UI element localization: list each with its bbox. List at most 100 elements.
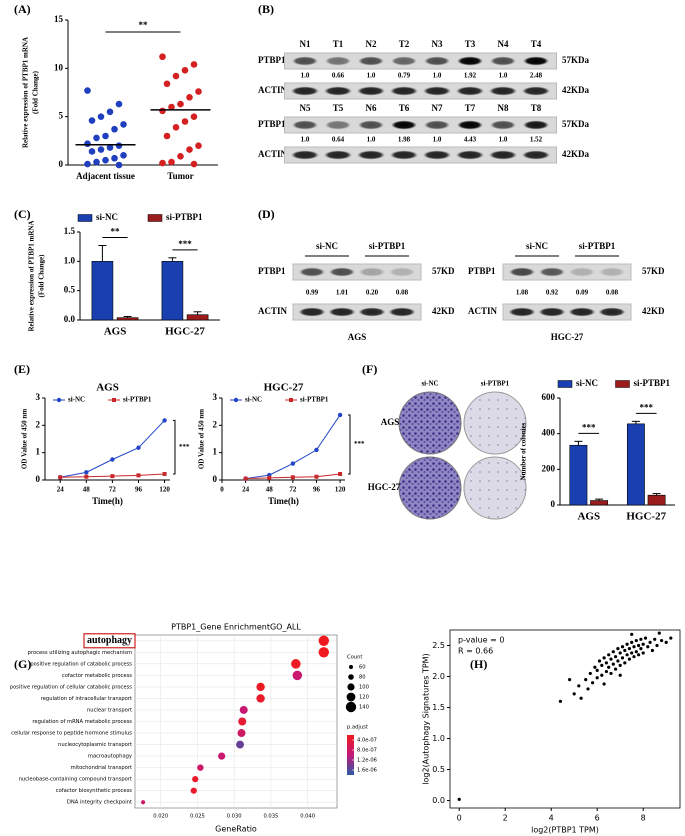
- chart-title: AGS: [96, 382, 119, 394]
- term-label: regulation of mRNA metabolic process: [32, 719, 132, 725]
- size-label: 57KDa: [562, 55, 590, 65]
- size-label: 57KD: [432, 266, 455, 276]
- term-label: positive regulation of cellular cataboli…: [10, 684, 133, 690]
- lane-label: N2: [366, 39, 377, 49]
- significance-bracket: [173, 419, 176, 475]
- y-tick-label: 0.5: [432, 765, 445, 774]
- significance-label: ***: [640, 402, 654, 412]
- annotation: p-value = 0: [458, 636, 504, 645]
- blot-strip: [502, 303, 632, 321]
- series-line: [60, 420, 165, 478]
- bar: [91, 261, 114, 321]
- blot-band: [490, 56, 516, 66]
- marker: [267, 475, 272, 480]
- cell-line-label: AGS: [348, 332, 367, 342]
- data-point: [657, 631, 661, 635]
- significance-label: **: [139, 20, 149, 30]
- y-axis-label: OD Value of 450 nm: [21, 409, 29, 469]
- data-point: [106, 144, 114, 151]
- annotation: R = 0.66: [458, 647, 493, 656]
- size-label: 42KDa: [562, 149, 590, 159]
- data-point: [620, 645, 625, 649]
- y-tick-label: 400: [542, 428, 556, 438]
- ratio-label: 0.09: [576, 289, 589, 297]
- bar: [161, 261, 184, 321]
- blot-band: [490, 120, 516, 130]
- data-point: [660, 638, 664, 643]
- data-point: [620, 656, 625, 660]
- size-legend-label: 80: [359, 675, 366, 681]
- blot-band: [324, 150, 352, 160]
- data-point: [102, 132, 109, 140]
- ratio-label: 1.0: [301, 72, 310, 80]
- data-point: [163, 132, 171, 140]
- data-point: [595, 668, 599, 672]
- x-tick-label: Adjacent tissue: [76, 171, 135, 181]
- size-legend-label: 120: [359, 695, 369, 701]
- data-point: [616, 647, 620, 651]
- panel-label: (D): [258, 207, 275, 221]
- y-axis-label: Number of colonies: [520, 422, 528, 480]
- legend-marker: [233, 397, 239, 403]
- x-tick-label: 0.020: [153, 814, 168, 820]
- x-tick-label: 48: [266, 486, 274, 494]
- color-legend-label: 4.0e-07: [357, 738, 377, 744]
- blot-band: [568, 307, 596, 317]
- y-tick-label: 1: [213, 447, 218, 457]
- highlight-box: [83, 633, 136, 649]
- term-label: nuclear transport: [87, 707, 132, 713]
- legend-label: si-NC: [245, 396, 262, 404]
- control-label: ACTIN: [258, 85, 288, 95]
- legend-label: si-NC: [576, 378, 598, 388]
- data-point: [318, 635, 329, 646]
- data-point: [218, 752, 226, 760]
- data-point: [186, 146, 193, 153]
- y-tick-label: 0.5: [64, 285, 76, 295]
- term-label: nucleobase-containing compound transport: [19, 777, 132, 783]
- data-point: [163, 80, 171, 88]
- blot-band: [391, 56, 417, 66]
- colony-plates: [398, 391, 527, 520]
- blot-band: [291, 150, 319, 160]
- x-tick-label: 0.030: [227, 814, 242, 820]
- data-point: [190, 787, 197, 794]
- significance-label: ***: [178, 239, 192, 249]
- lane-label: N4: [498, 39, 509, 49]
- data-point: [639, 637, 643, 641]
- data-point: [190, 61, 198, 68]
- x-tick-label: 0.040: [300, 814, 315, 820]
- blot-band: [357, 150, 385, 160]
- panel-label: (G): [14, 657, 31, 671]
- data-point: [115, 161, 123, 169]
- blot-strip: [284, 52, 557, 70]
- chart-title: HGC-27: [264, 382, 304, 394]
- blot-strip: [502, 263, 632, 281]
- marker: [110, 474, 115, 479]
- y-tick-label: 2.0: [432, 672, 445, 681]
- x-tick-label: AGS: [104, 326, 127, 338]
- colony-column-label: si-PTBP1: [481, 380, 510, 388]
- marker: [337, 412, 343, 418]
- data-point: [600, 673, 604, 677]
- marker: [314, 447, 319, 453]
- panel-label: (H): [470, 657, 487, 671]
- y-tick-label: 0.0: [432, 796, 445, 805]
- blot-band: [298, 307, 326, 317]
- blot-band: [599, 267, 625, 277]
- significance-label: **: [111, 227, 121, 237]
- colony-row-label: AGS: [381, 417, 400, 427]
- control-label: ACTIN: [468, 306, 498, 316]
- lane-label: N1: [300, 39, 311, 49]
- legend-label: si-PTBP1: [634, 378, 671, 388]
- colony-plate: [398, 456, 462, 520]
- blot-band: [391, 120, 417, 130]
- data-point: [632, 655, 636, 659]
- y-tick-label: 1.0: [64, 255, 76, 265]
- blot-band: [359, 267, 385, 277]
- marker: [338, 471, 343, 476]
- panel-label: (F): [362, 362, 377, 376]
- series-line: [245, 414, 341, 480]
- blot-band: [489, 150, 517, 160]
- data-point: [602, 682, 606, 686]
